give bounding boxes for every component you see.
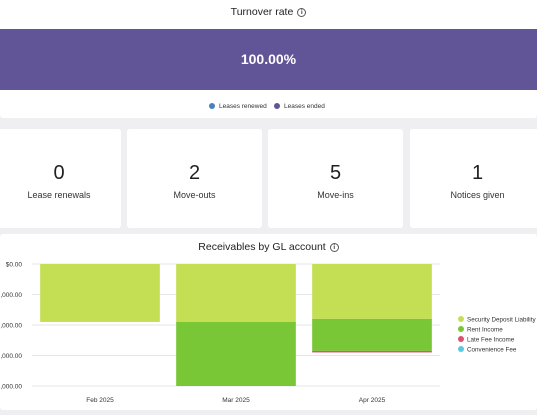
info-icon[interactable]: i bbox=[329, 243, 339, 252]
legend-dot bbox=[458, 336, 464, 342]
legend-dot bbox=[274, 103, 280, 109]
turnover-bar[interactable]: 100.00% bbox=[0, 29, 537, 90]
turnover-title-row: Turnover rate i bbox=[0, 6, 537, 18]
stat-label: Lease renewals bbox=[27, 190, 91, 200]
legend-item-leases-renewed[interactable]: Leases renewed bbox=[209, 103, 267, 110]
bar-segment-rent-income bbox=[176, 321, 296, 386]
bar-segment-rent-income bbox=[312, 318, 432, 351]
bar-segment-security-deposit-liability bbox=[176, 264, 296, 322]
legend-dot bbox=[458, 316, 464, 322]
stat-card-lease-renewals[interactable]: 0 Lease renewals bbox=[0, 129, 121, 228]
stat-label: Move-ins bbox=[317, 190, 354, 200]
stat-card-move-ins[interactable]: 5 Move-ins bbox=[268, 129, 403, 228]
bar-segment-security-deposit-liability bbox=[40, 264, 160, 322]
stat-label: Notices given bbox=[450, 190, 505, 200]
bar-segment-security-deposit-liability bbox=[312, 264, 432, 319]
x-tick-label: Mar 2025 bbox=[222, 397, 250, 404]
bar-segment-late-fee-income bbox=[312, 350, 432, 353]
stat-card-move-outs[interactable]: 2 Move-outs bbox=[127, 129, 262, 228]
legend-label: Convenience Fee bbox=[467, 346, 517, 353]
legend-label: Leases renewed bbox=[219, 103, 267, 110]
stat-value: 2 bbox=[188, 162, 201, 184]
legend-dot bbox=[458, 346, 464, 352]
legend-label: Late Fee Income bbox=[467, 336, 515, 343]
receivables-title: Receivables by GL account bbox=[198, 241, 326, 253]
y-tick-label: ,000.00 bbox=[0, 323, 22, 330]
legend-label: Leases ended bbox=[284, 103, 325, 110]
legend-item-leases-ended[interactable]: Leases ended bbox=[274, 103, 325, 110]
turnover-bar-value: 100.00% bbox=[240, 51, 297, 67]
receivables-title-row: Receivables by GL account i bbox=[0, 241, 537, 253]
y-tick-label: ,000.00 bbox=[0, 292, 22, 299]
x-tick-label: Apr 2025 bbox=[359, 397, 386, 404]
legend-label: Security Deposit Liability bbox=[467, 316, 536, 323]
stat-value: 5 bbox=[329, 162, 342, 184]
stat-value: 0 bbox=[53, 162, 65, 184]
y-tick-label: ,000.00 bbox=[0, 384, 22, 391]
info-icon[interactable]: i bbox=[297, 8, 307, 17]
y-tick-label: $0.00 bbox=[6, 262, 23, 269]
stat-card-notices-given[interactable]: 1 Notices given bbox=[410, 129, 537, 228]
x-tick-label: Feb 2025 bbox=[86, 397, 114, 404]
legend-dot bbox=[458, 326, 464, 332]
legend-dot bbox=[209, 103, 215, 109]
y-tick-label: ,000.00 bbox=[0, 353, 22, 360]
receivables-chart: $0.00 ,000.00 ,000.00 ,000.00 ,000.00 Feb 202… bbox=[0, 262, 536, 405]
turnover-title: Turnover rate bbox=[230, 6, 294, 18]
turnover-rate-card: Turnover rate i 100.00% Leases renewed Le… bbox=[0, 0, 537, 118]
legend-label: Rent Income bbox=[467, 326, 503, 333]
receivables-card: Receivables by GL account i $0.00 ,000.00,… bbox=[0, 234, 537, 410]
stat-label: Move-outs bbox=[173, 190, 216, 200]
stat-value: 1 bbox=[471, 162, 484, 184]
